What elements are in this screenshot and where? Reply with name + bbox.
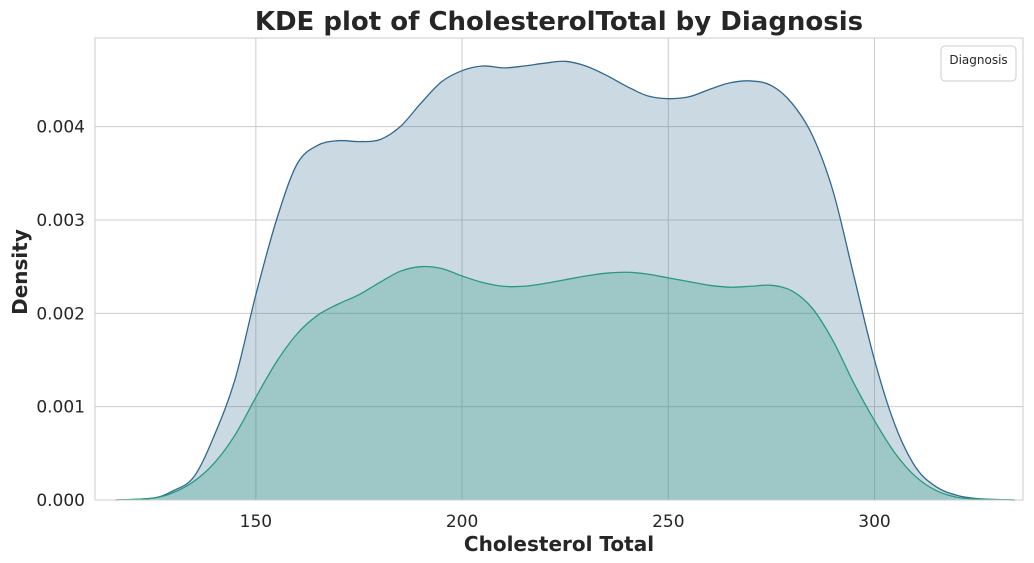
plot-frame [94,37,1024,501]
legend-box [940,45,1017,82]
legend-title: Diagnosis [949,53,1007,67]
grid-layer [95,38,1023,501]
y-tick-label: 0.000 [36,491,85,511]
x-tick-label: 150 [240,512,272,532]
y-axis-label: Density [8,229,32,315]
series-1-line [115,60,1015,501]
tick-layer: 150 200 250 300 0.000 0.001 0.002 0.003 0.004 [36,118,890,532]
y-tick-label: 0.004 [36,118,85,138]
legend: Diagnosis [940,45,1017,82]
y-tick-label: 0.001 [36,398,85,418]
y-tick-label: 0.003 [36,211,85,231]
chart-title: KDE plot of CholesterolTotal by Diagnosi… [255,7,863,37]
series-layer [115,60,1015,501]
x-axis-label: Cholesterol Total [464,532,654,556]
x-tick-label: 250 [652,512,684,532]
series-1-fill [115,61,1015,501]
x-tick-label: 200 [446,512,478,532]
y-tick-label: 0.002 [36,304,85,324]
x-tick-label: 300 [858,512,890,532]
series-2-line [115,265,1015,501]
series-2-fill [115,266,1015,500]
